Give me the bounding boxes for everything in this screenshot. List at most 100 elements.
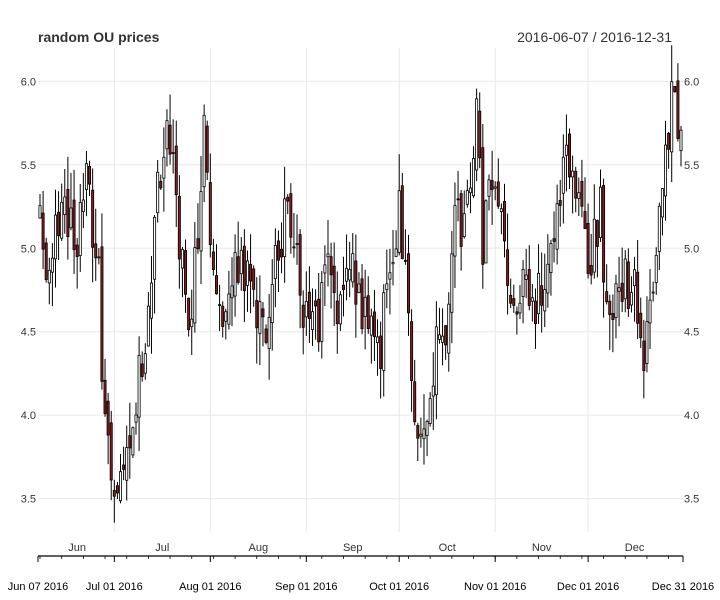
candle bbox=[509, 278, 513, 309]
candle-body bbox=[403, 259, 407, 262]
candle bbox=[552, 211, 556, 263]
candle bbox=[592, 184, 596, 279]
candle-body bbox=[97, 256, 101, 259]
candle-body bbox=[580, 180, 584, 207]
candle bbox=[317, 273, 321, 352]
y-tick-label-left: 5.5 bbox=[21, 160, 36, 172]
candle-body bbox=[629, 292, 633, 306]
candle-body bbox=[149, 282, 153, 319]
candle-body bbox=[255, 300, 259, 329]
candle bbox=[261, 302, 265, 347]
candle-body bbox=[196, 238, 200, 250]
candle bbox=[205, 120, 209, 181]
candle bbox=[629, 276, 633, 313]
candle-body bbox=[146, 305, 150, 347]
candle-body bbox=[447, 303, 451, 354]
candle-body bbox=[444, 325, 448, 346]
candle-body bbox=[326, 253, 330, 258]
date-tick-label: Dec 31 2016 bbox=[652, 581, 714, 593]
candle-body bbox=[568, 133, 572, 178]
candle bbox=[363, 269, 367, 350]
candle-body bbox=[162, 156, 166, 179]
y-axis-left: 3.5 4.0 4.5 5.0 5.5 6.0 bbox=[21, 76, 36, 505]
candle-body bbox=[354, 260, 358, 305]
candle-body bbox=[174, 145, 178, 196]
candle-body bbox=[654, 254, 658, 283]
x-axis: Jun Jul Aug Sep Oct Nov Dec Jun 07 2016 Jul 01 2… bbox=[8, 542, 714, 593]
candle-body bbox=[453, 205, 457, 257]
candle bbox=[453, 182, 457, 288]
candle bbox=[137, 336, 141, 451]
candle bbox=[403, 229, 407, 265]
candle-body bbox=[106, 400, 110, 436]
candle-body bbox=[298, 234, 302, 296]
candle bbox=[419, 417, 423, 448]
candle bbox=[639, 297, 643, 348]
month-label: Nov bbox=[532, 542, 552, 554]
candle bbox=[459, 189, 463, 271]
candle-body bbox=[47, 269, 51, 284]
chart-title: random OU prices bbox=[38, 29, 160, 45]
candle bbox=[487, 174, 491, 211]
candle-body bbox=[360, 278, 364, 330]
candle-body bbox=[338, 294, 342, 325]
candle-body bbox=[648, 299, 652, 324]
candle bbox=[292, 213, 296, 258]
y-axis-right: 3.5 4.0 4.5 5.0 5.5 6.0 bbox=[684, 76, 699, 505]
candle-body bbox=[208, 182, 212, 246]
candle bbox=[394, 230, 398, 257]
candle-body bbox=[323, 264, 327, 274]
candle bbox=[660, 187, 664, 236]
candle-body bbox=[673, 86, 677, 93]
candle bbox=[174, 120, 178, 227]
candle-body bbox=[642, 340, 646, 372]
candle-body bbox=[633, 269, 637, 287]
candle-body bbox=[218, 304, 222, 307]
candle-body bbox=[639, 312, 643, 339]
candle bbox=[586, 203, 590, 279]
y-tick-label-left: 6.0 bbox=[21, 76, 36, 88]
candle bbox=[574, 166, 578, 213]
candle bbox=[577, 177, 581, 216]
candle-body bbox=[280, 248, 284, 258]
candle-body bbox=[233, 252, 237, 297]
candle bbox=[193, 222, 197, 333]
candle bbox=[236, 221, 240, 285]
candle-body bbox=[267, 316, 271, 349]
candle bbox=[94, 208, 98, 281]
month-label: Dec bbox=[625, 542, 645, 554]
candle-body bbox=[286, 196, 290, 202]
candle-body bbox=[320, 282, 324, 342]
candle-body bbox=[171, 152, 175, 154]
candle-body bbox=[410, 321, 414, 381]
candle bbox=[276, 230, 280, 293]
candle-body bbox=[329, 256, 333, 276]
candle bbox=[221, 301, 225, 338]
candle-body bbox=[636, 271, 640, 324]
candle-body bbox=[311, 311, 314, 331]
candle bbox=[44, 237, 48, 283]
candle bbox=[441, 308, 445, 366]
candle-body bbox=[506, 249, 510, 286]
candle bbox=[351, 233, 355, 288]
candle bbox=[97, 248, 101, 265]
candle bbox=[66, 156, 70, 260]
candle-body bbox=[564, 144, 568, 156]
candle-body bbox=[555, 203, 559, 250]
y-tick-label-left: 3.5 bbox=[21, 494, 36, 506]
month-label: Sep bbox=[343, 542, 363, 554]
candle bbox=[38, 193, 42, 219]
candle bbox=[255, 277, 259, 364]
candle-body bbox=[307, 291, 311, 319]
candle-body bbox=[391, 262, 395, 265]
candle-body bbox=[81, 199, 85, 212]
candle-body bbox=[159, 181, 163, 189]
candle bbox=[72, 169, 76, 274]
candle-body bbox=[623, 258, 627, 300]
candle bbox=[425, 419, 429, 457]
candle bbox=[280, 222, 284, 274]
candle bbox=[239, 237, 243, 291]
candle bbox=[602, 178, 606, 318]
candle-body bbox=[419, 433, 423, 437]
candle bbox=[388, 248, 392, 315]
